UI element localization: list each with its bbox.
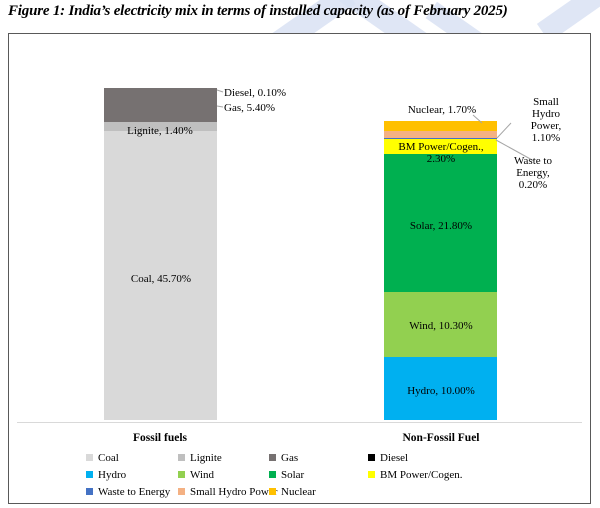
leader-small-hydro — [496, 122, 512, 139]
legend-item-wind: Wind — [178, 469, 269, 481]
bar-segment-solar — [384, 153, 497, 292]
legend-swatch-small-hydro-power — [178, 488, 185, 495]
category-label-fossil-fuels: Fossil fuels — [133, 432, 187, 444]
legend-item-lignite: Lignite — [178, 452, 269, 464]
legend-label: BM Power/Cogen. — [380, 468, 463, 481]
legend: Coal Lignite Gas Diesel Hydro Wind Solar BM Pow… — [86, 449, 463, 500]
bar-segment-gas — [104, 88, 217, 123]
data-label-diesel: Diesel, 0.10% — [224, 87, 287, 99]
leader-gas — [216, 105, 224, 108]
data-label-solar: Solar, 21.80% — [409, 220, 473, 232]
legend-item-nuclear: Nuclear — [269, 486, 368, 498]
legend-label: Hydro — [98, 468, 127, 481]
bar-fossil-fuels — [104, 87, 217, 420]
data-label-nuclear: Nuclear, 1.70% — [407, 104, 477, 116]
leader-lines — [216, 89, 535, 162]
legend-label: Solar — [281, 468, 305, 481]
leader-diesel — [216, 89, 224, 93]
legend-item-gas: Gas — [269, 452, 368, 464]
legend-item-small-hydro-power: Small Hydro Power — [178, 486, 277, 498]
legend-label: Wind — [190, 468, 214, 481]
bar-segment-small-hydro-power — [384, 131, 497, 139]
bar-segment-diesel — [104, 87, 217, 89]
data-label-lignite: Lignite, 1.40% — [127, 125, 193, 137]
bar-non-fossil-fuel — [384, 120, 497, 420]
legend-swatch-bm-power-cogen — [368, 471, 375, 478]
legend-swatch-hydro — [86, 471, 93, 478]
data-label-gas: Gas, 5.40% — [224, 102, 276, 114]
legend-swatch-waste-to-energy — [86, 488, 93, 495]
legend-label: Lignite — [190, 451, 222, 464]
bar-segment-lignite — [104, 122, 217, 132]
data-label-small-hydro-power: Small Hydro Power, 1.10% — [530, 96, 562, 144]
bar-segment-bm-power-cogen — [384, 139, 497, 154]
legend-label: Gas — [281, 451, 299, 464]
data-label-waste-to-energy: Waste to Energy, 0.20% — [514, 155, 552, 191]
legend-swatch-nuclear — [269, 488, 276, 495]
legend-swatch-solar — [269, 471, 276, 478]
bar-segment-wind — [384, 291, 497, 357]
legend-label: Nuclear — [281, 485, 316, 498]
figure-caption: Figure 1: India’s electricity mix in ter… — [8, 3, 508, 19]
data-label-hydro: Hydro, 10.00% — [407, 385, 475, 397]
legend-item-bm-power-cogen: BM Power/Cogen. — [368, 469, 463, 481]
legend-item-diesel: Diesel — [368, 452, 463, 464]
data-label-coal: Coal, 45.70% — [130, 273, 192, 285]
bar-segment-hydro — [384, 356, 497, 420]
legend-item-hydro: Hydro — [86, 469, 178, 481]
legend-swatch-diesel — [368, 454, 375, 461]
legend-item-solar: Solar — [269, 469, 368, 481]
data-label-bm-power-cogen: BM Power/Cogen., 2.30% — [398, 141, 484, 165]
legend-swatch-coal — [86, 454, 93, 461]
legend-label: Small Hydro Power — [190, 485, 278, 498]
bar-segment-waste-to-energy — [384, 138, 497, 140]
chart-frame: Diesel, 0.10% Gas, 5.40% Lignite, 1.40% … — [8, 33, 591, 504]
category-label-non-fossil-fuel: Non-Fossil Fuel — [402, 432, 480, 444]
bar-segment-coal — [104, 131, 217, 420]
bar-segment-nuclear — [384, 120, 497, 132]
legend-label: Coal — [98, 451, 119, 464]
legend-swatch-lignite — [178, 454, 185, 461]
legend-label: Diesel — [380, 451, 409, 464]
legend-item-coal: Coal — [86, 452, 178, 464]
watermark-stripe — [536, 0, 600, 33]
legend-swatch-wind — [178, 471, 185, 478]
x-axis-line — [17, 422, 582, 423]
legend-swatch-gas — [269, 454, 276, 461]
legend-label: Waste to Energy — [98, 485, 171, 498]
legend-item-waste-to-energy: Waste to Energy — [86, 486, 178, 498]
data-label-wind: Wind, 10.30% — [409, 320, 473, 332]
